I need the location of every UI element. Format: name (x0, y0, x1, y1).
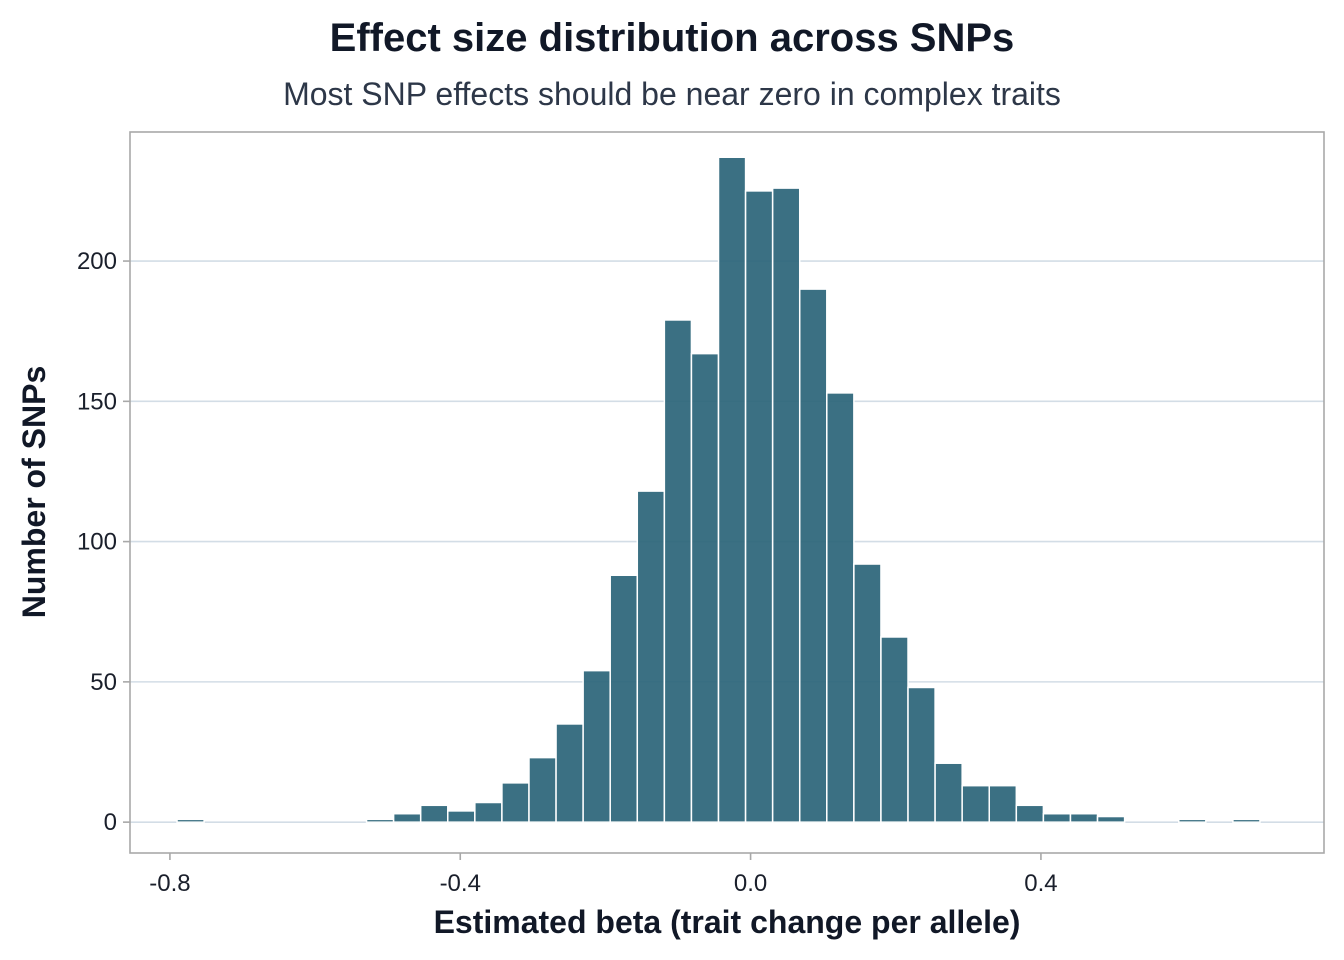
histogram-bar (176, 818, 205, 823)
y-tick-label: 100 (77, 529, 117, 556)
histogram-bar (663, 319, 693, 823)
histogram-bar (636, 490, 666, 823)
chart-title: Effect size distribution across SNPs (330, 16, 1015, 60)
histogram-bar (880, 636, 909, 823)
histogram-bar (717, 156, 747, 823)
histogram-bar (365, 818, 395, 823)
plot-panel (129, 131, 1325, 854)
histogram-bar (1096, 815, 1126, 823)
y-axis: 0 50 100 150 200 (77, 248, 130, 836)
histogram-bar (528, 756, 557, 823)
histogram-bar (826, 392, 855, 823)
histogram-bar (555, 723, 584, 823)
histogram-bar (934, 762, 963, 823)
x-axis-title: Estimated beta (trait change per allele) (434, 904, 1021, 940)
histogram-bar (419, 804, 449, 823)
x-tick-label: -0.4 (440, 870, 481, 897)
histogram-bar (988, 784, 1018, 823)
histogram-bar (853, 563, 882, 823)
histogram-bar (907, 686, 936, 823)
x-axis: -0.8 -0.4 0.0 0.4 (149, 853, 1058, 897)
histogram-bar (771, 187, 801, 823)
histogram-bar (961, 784, 990, 823)
histogram-bar (1232, 818, 1261, 823)
histogram-bar (798, 288, 828, 823)
histogram-bars (176, 156, 1261, 823)
y-tick-label: 0 (104, 809, 117, 836)
histogram-bar (1069, 812, 1099, 823)
histogram-bar (582, 669, 611, 823)
histogram-bar (744, 190, 774, 823)
x-tick-label: 0.4 (1024, 870, 1057, 897)
histogram-bar (447, 810, 476, 823)
histogram-bar (1178, 818, 1207, 823)
chart-subtitle: Most SNP effects should be near zero in … (283, 76, 1061, 112)
histogram-bar (1015, 804, 1045, 823)
y-tick-label: 150 (77, 388, 117, 415)
histogram-bar (392, 812, 422, 823)
y-tick-label: 50 (90, 669, 117, 696)
histogram-bar (501, 782, 530, 823)
y-tick-label: 200 (77, 248, 117, 275)
histogram-bar (690, 352, 720, 823)
x-tick-label: 0.0 (734, 870, 767, 897)
histogram-bar (609, 574, 639, 823)
y-axis-title: Number of SNPs (16, 366, 52, 618)
histogram-bar (474, 801, 503, 823)
histogram-bar (1042, 812, 1072, 823)
x-tick-label: -0.8 (149, 870, 190, 897)
